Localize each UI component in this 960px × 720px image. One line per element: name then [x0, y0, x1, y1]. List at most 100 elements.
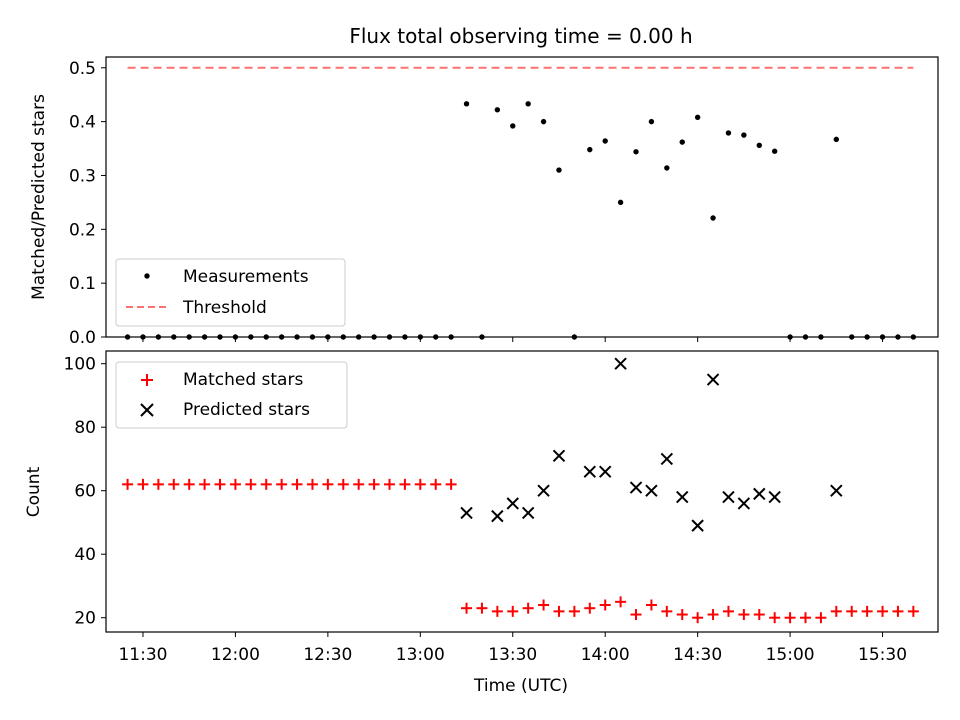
measurement-point — [834, 137, 839, 142]
measurement-point — [710, 215, 715, 220]
matched-star-point — [446, 479, 457, 490]
measurement-point — [603, 138, 608, 143]
x-tick-label: 14:30 — [673, 645, 722, 665]
matched-star-point — [230, 479, 241, 490]
matched-star-point — [215, 479, 226, 490]
matched-star-point — [369, 479, 380, 490]
x-tick-label: 12:00 — [211, 645, 260, 665]
predicted-star-point — [661, 453, 672, 464]
matched-star-point — [353, 479, 364, 490]
matched-star-point — [738, 609, 749, 620]
matched-star-point — [831, 606, 842, 617]
x-tick-label: 15:30 — [858, 645, 907, 665]
matched-star-point — [399, 479, 410, 490]
matched-star-point — [908, 606, 919, 617]
matched-star-point — [785, 612, 796, 623]
matched-star-point — [153, 479, 164, 490]
predicted-star-point — [631, 482, 642, 493]
matched-star-point — [692, 612, 703, 623]
matched-star-point — [523, 603, 534, 614]
bottom-y-tick-label: 80 — [74, 418, 96, 438]
predicted-star-point — [723, 492, 734, 503]
predicted-star-point — [692, 520, 703, 531]
matched-star-point — [322, 479, 333, 490]
matched-star-point — [892, 606, 903, 617]
measurement-point — [464, 101, 469, 106]
matched-star-point — [122, 479, 133, 490]
predicted-star-point — [646, 485, 657, 496]
chart-title: Flux total observing time = 0.00 h — [349, 24, 692, 48]
matched-star-point — [538, 600, 549, 611]
matched-star-point — [846, 606, 857, 617]
matched-star-point — [877, 606, 888, 617]
measurement-point — [726, 130, 731, 135]
x-tick-label: 12:30 — [303, 645, 352, 665]
predicted-star-point — [492, 511, 503, 522]
matched-star-point — [476, 603, 487, 614]
measurement-point — [618, 200, 623, 205]
legend-label-predicted: Predicted stars — [183, 400, 310, 420]
matched-star-point — [661, 606, 672, 617]
x-axis-label: Time (UTC) — [473, 676, 568, 696]
predicted-star-point — [754, 488, 765, 499]
x-tick-label: 14:00 — [581, 645, 630, 665]
matched-star-point — [723, 606, 734, 617]
predicted-star-point — [507, 498, 518, 509]
measurement-point — [495, 107, 500, 112]
measurement-point — [510, 123, 515, 128]
matched-star-point — [245, 479, 256, 490]
matched-star-point — [461, 603, 472, 614]
top-y-tick-label: 0.4 — [69, 113, 96, 133]
figure: Flux total observing time = 0.00 h 0.0 0.… — [0, 0, 960, 720]
predicted-star-point — [769, 492, 780, 503]
predicted-star-point — [738, 498, 749, 509]
x-tick-label: 13:30 — [488, 645, 537, 665]
matched-star-point — [631, 609, 642, 620]
top-y-tick-label: 0.0 — [69, 328, 96, 348]
legend-marker-measurements — [144, 273, 149, 278]
matched-star-point — [137, 479, 148, 490]
bottom-y-axis-label: Count — [24, 466, 44, 517]
matched-star-point — [184, 479, 195, 490]
matched-star-point — [338, 479, 349, 490]
predicted-star-point — [708, 374, 719, 385]
measurement-point — [695, 115, 700, 120]
measurement-point — [680, 139, 685, 144]
bottom-y-tick-label: 60 — [74, 482, 96, 502]
predicted-star-point — [538, 485, 549, 496]
bottom-legend: Matched stars Predicted stars — [116, 362, 347, 428]
measurement-point — [633, 149, 638, 154]
predicted-star-point — [523, 507, 534, 518]
matched-star-point — [677, 609, 688, 620]
bottom-y-tick-label: 40 — [74, 545, 96, 565]
predicted-star-point — [615, 358, 626, 369]
measurement-point — [541, 119, 546, 124]
matched-star-point — [307, 479, 318, 490]
predicted-star-point — [600, 466, 611, 477]
matched-star-point — [292, 479, 303, 490]
bottom-y-tick-label: 100 — [64, 355, 96, 375]
matched-star-point — [584, 603, 595, 614]
top-y-tick-label: 0.2 — [69, 220, 96, 240]
top-y-tick-label: 0.5 — [69, 59, 96, 79]
matched-star-point — [261, 479, 272, 490]
matched-star-point — [168, 479, 179, 490]
bottom-panel: 11:30 12:00 12:30 13:00 13:30 14:00 14:30 15:00… — [24, 351, 938, 696]
matched-star-point — [492, 606, 503, 617]
measurement-point — [664, 165, 669, 170]
predicted-star-point — [831, 485, 842, 496]
matched-star-point — [415, 479, 426, 490]
matched-star-point — [384, 479, 395, 490]
legend-label-threshold: Threshold — [182, 298, 267, 318]
matched-star-point — [754, 609, 765, 620]
top-y-axis-label: Matched/Predicted stars — [29, 94, 49, 300]
measurement-point — [556, 167, 561, 172]
predicted-star-point — [584, 466, 595, 477]
matched-star-point — [553, 606, 564, 617]
top-legend: Measurements Threshold — [116, 259, 345, 326]
measurement-point — [757, 143, 762, 148]
x-tick-label: 11:30 — [118, 645, 167, 665]
x-tick-label: 15:00 — [766, 645, 815, 665]
matched-star-point — [276, 479, 287, 490]
predicted-star-point — [677, 492, 688, 503]
